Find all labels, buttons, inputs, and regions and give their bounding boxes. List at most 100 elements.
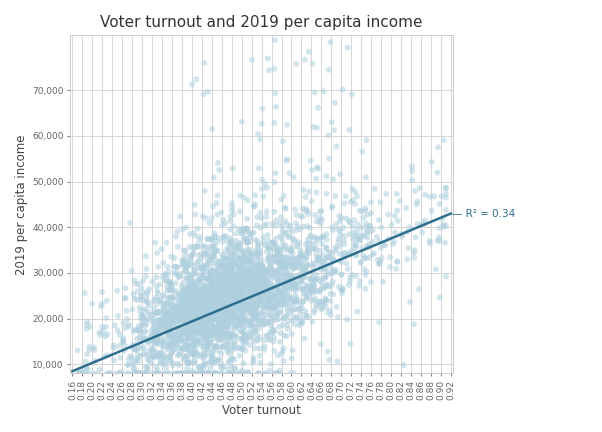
Point <box>229 344 239 351</box>
Point <box>251 261 261 268</box>
Point <box>309 278 318 285</box>
Point <box>297 319 307 326</box>
Point <box>165 313 175 320</box>
Point <box>113 327 122 334</box>
Point <box>173 308 182 315</box>
Point <box>320 256 330 263</box>
Point <box>225 291 235 298</box>
Point <box>159 303 169 310</box>
Point <box>433 144 443 151</box>
Point <box>179 302 189 309</box>
Point <box>205 283 214 290</box>
Point <box>232 308 241 314</box>
Point <box>328 226 338 233</box>
Point <box>294 322 304 329</box>
Point <box>221 340 231 347</box>
Point <box>138 277 147 284</box>
Point <box>150 318 160 325</box>
Point <box>223 310 233 317</box>
Point <box>120 324 130 331</box>
Point <box>209 286 219 292</box>
Point <box>140 322 150 329</box>
Point <box>261 292 270 299</box>
Point <box>250 316 260 323</box>
Point <box>226 310 235 317</box>
Point <box>166 321 175 328</box>
Point <box>204 333 214 340</box>
Point <box>268 292 278 299</box>
Point <box>225 274 235 281</box>
Point <box>221 320 231 327</box>
Point <box>243 274 252 281</box>
Point <box>101 333 110 340</box>
Point <box>179 352 189 359</box>
Point <box>200 250 210 257</box>
Point <box>166 342 176 349</box>
Point <box>124 321 134 328</box>
Point <box>231 272 241 279</box>
Point <box>208 297 218 304</box>
Point <box>208 267 217 273</box>
Point <box>268 257 278 264</box>
Point <box>219 253 228 260</box>
Point <box>252 263 262 270</box>
Point <box>209 342 219 349</box>
Point <box>222 276 232 283</box>
Point <box>278 261 288 268</box>
Point <box>222 264 232 271</box>
Point <box>158 337 168 344</box>
Point <box>184 259 193 266</box>
Point <box>357 245 367 252</box>
Point <box>218 309 228 316</box>
Point <box>302 312 311 319</box>
Point <box>223 295 233 302</box>
Point <box>241 340 250 346</box>
Point <box>340 241 349 248</box>
Point <box>194 295 204 302</box>
Point <box>216 370 226 377</box>
Point <box>229 302 239 308</box>
Point <box>184 322 194 329</box>
Point <box>281 280 290 287</box>
Point <box>139 313 149 320</box>
Point <box>255 288 265 295</box>
Point <box>173 274 183 281</box>
Point <box>227 262 237 269</box>
Point <box>187 278 196 285</box>
Point <box>223 260 233 267</box>
Point <box>202 275 212 282</box>
Point <box>177 337 187 344</box>
Point <box>237 255 247 262</box>
Point <box>189 288 199 295</box>
Point <box>209 242 219 249</box>
Point <box>187 295 196 302</box>
Point <box>252 289 261 296</box>
Point <box>202 309 211 316</box>
Point <box>163 309 172 316</box>
Point <box>366 279 376 286</box>
Point <box>279 299 288 305</box>
Point <box>301 241 311 248</box>
Point <box>187 328 196 335</box>
Point <box>200 244 210 251</box>
Point <box>417 229 427 236</box>
Point <box>249 339 259 346</box>
Point <box>232 309 241 316</box>
Point <box>216 304 225 311</box>
Point <box>218 298 228 305</box>
Point <box>402 204 411 211</box>
Point <box>214 279 224 286</box>
Point <box>252 298 262 305</box>
Point <box>201 336 211 343</box>
Point <box>290 321 300 328</box>
Point <box>142 349 152 356</box>
Point <box>177 308 187 315</box>
Point <box>194 284 204 291</box>
Point <box>273 278 283 285</box>
Point <box>281 299 291 306</box>
Point <box>188 310 197 317</box>
Point <box>185 283 195 289</box>
Point <box>317 299 326 306</box>
Point <box>233 305 243 312</box>
Point <box>189 328 199 335</box>
